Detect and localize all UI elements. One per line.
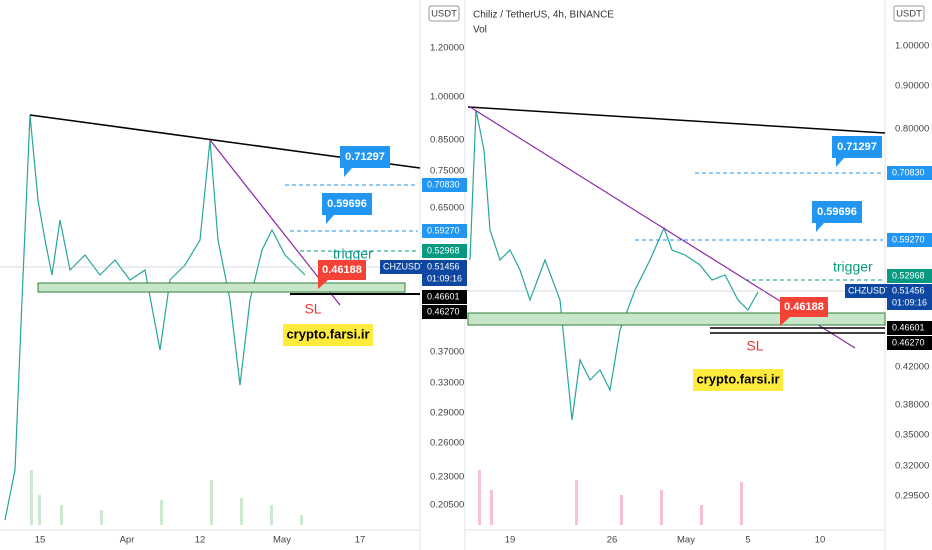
site-text: crypto.farsi.ir <box>696 371 779 386</box>
price-badge <box>887 336 932 350</box>
callout-text: 0.71297 <box>837 141 877 153</box>
last-price: 0.51456 <box>427 261 460 271</box>
price-tick: 1.00000 <box>895 41 929 52</box>
right-volume <box>478 470 743 525</box>
countdown: 01:09:16 <box>427 273 462 283</box>
symbol: CHZUSDT <box>383 261 426 271</box>
time-tick: 10 <box>815 535 826 546</box>
price-tick: 0.65000 <box>430 203 464 214</box>
time-tick: Apr <box>120 535 135 546</box>
stop-box <box>318 260 366 289</box>
time-tick: May <box>273 535 291 546</box>
price-badge <box>887 321 932 335</box>
price-tick: 0.20500 <box>430 500 464 511</box>
price-badge <box>422 244 467 258</box>
price-tick: 0.42000 <box>895 362 929 373</box>
stop-text: 0.46188 <box>784 301 824 313</box>
left-support-zone <box>37 282 406 293</box>
price-tick: 0.90000 <box>895 81 929 92</box>
price-badge <box>422 290 467 304</box>
price-badge-text: 0.70830 <box>892 167 925 177</box>
symbol-badge <box>845 284 888 298</box>
price-tick: 0.75000 <box>430 166 464 177</box>
last-badge <box>887 284 932 310</box>
sl-label: SL <box>746 338 763 354</box>
price-badge <box>887 233 932 247</box>
callout-box <box>832 136 882 167</box>
left-volume <box>30 470 303 525</box>
last-price: 0.51456 <box>892 285 925 295</box>
time-tick: 15 <box>35 535 46 546</box>
price-badge <box>887 269 932 283</box>
stop-box <box>780 297 828 326</box>
callout-text: 0.71297 <box>345 151 385 163</box>
price-badge-text: 0.52968 <box>427 245 460 255</box>
price-tick: 0.23000 <box>430 472 464 483</box>
trigger-label: trigger <box>833 259 873 275</box>
stop-text: 0.46188 <box>322 264 362 276</box>
left-price <box>4 114 306 521</box>
price-badge <box>887 166 932 180</box>
price-badge <box>422 305 467 319</box>
callout-text: 0.59696 <box>327 198 367 210</box>
price-tick: 0.32000 <box>895 461 929 472</box>
trigger-label: trigger <box>333 246 373 262</box>
time-tick: 19 <box>505 535 516 546</box>
volume-label: Vol <box>473 25 487 36</box>
site-box <box>283 324 373 346</box>
site-text: crypto.farsi.ir <box>286 326 369 341</box>
price-tick: 0.80000 <box>895 124 929 135</box>
quote-box <box>893 5 925 22</box>
time-tick: 26 <box>607 535 618 546</box>
time-tick: 17 <box>355 535 366 546</box>
price-badge <box>422 224 467 238</box>
quote-label: USDT <box>896 9 922 20</box>
price-tick: 0.33000 <box>430 378 464 389</box>
right-price <box>469 109 759 421</box>
price-badge-text: 0.46270 <box>892 337 925 347</box>
chart-title: Chiliz / TetherUS, 4h, BINANCE <box>473 10 614 21</box>
quote-box <box>428 5 460 22</box>
price-badge-text: 0.59270 <box>892 234 925 244</box>
quote-label: USDT <box>431 9 457 20</box>
time-tick: 5 <box>745 535 750 546</box>
callout-text: 0.59696 <box>817 206 857 218</box>
symbol-badge <box>380 260 423 274</box>
price-badge-text: 0.70830 <box>427 179 460 189</box>
callout-box <box>340 146 390 177</box>
price-tick: 0.85000 <box>430 135 464 146</box>
price-badge-text: 0.46601 <box>892 322 925 332</box>
price-tick: 0.29500 <box>895 491 929 502</box>
price-tick: 1.20000 <box>430 43 464 54</box>
time-tick: 12 <box>195 535 206 546</box>
price-badge-text: 0.46270 <box>427 306 460 316</box>
price-tick: 1.00000 <box>430 92 464 103</box>
price-tick: 0.38000 <box>895 400 929 411</box>
countdown: 01:09:16 <box>892 297 927 307</box>
price-tick: 0.29000 <box>430 408 464 419</box>
price-badge-text: 0.52968 <box>892 270 925 280</box>
symbol: CHZUSDT <box>848 285 891 295</box>
right-trendline <box>467 106 886 134</box>
price-badge-text: 0.46601 <box>427 291 460 301</box>
sl-label: SL <box>304 301 321 317</box>
price-tick: 0.35000 <box>895 430 929 441</box>
callout-box <box>812 201 862 232</box>
price-tick: 0.26000 <box>430 438 464 449</box>
price-badge <box>422 178 467 192</box>
time-tick: May <box>677 535 695 546</box>
site-box <box>693 369 783 391</box>
price-tick: 0.37000 <box>430 347 464 358</box>
last-badge <box>422 260 467 286</box>
price-badge-text: 0.59270 <box>427 225 460 235</box>
callout-box <box>322 193 372 224</box>
